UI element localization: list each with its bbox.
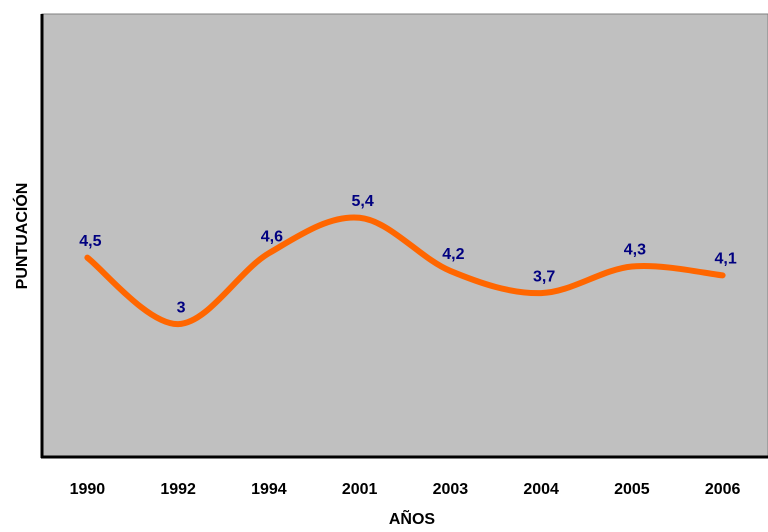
data-label: 4,3 — [624, 242, 646, 259]
x-tick-label: 2006 — [705, 481, 741, 498]
y-axis-title: PUNTUACIÓN — [12, 183, 31, 290]
data-label: 4,5 — [79, 233, 101, 250]
x-tick-label: 2003 — [433, 481, 469, 498]
data-label: 3 — [177, 299, 186, 316]
data-label: 5,4 — [352, 193, 374, 210]
x-tick-label: 1992 — [160, 481, 196, 498]
x-axis-title: AÑOS — [389, 508, 436, 528]
data-label: 4,6 — [261, 228, 283, 245]
x-tick-label: 1994 — [251, 481, 287, 498]
data-label: 3,7 — [533, 268, 555, 285]
x-tick-label: 2004 — [523, 481, 559, 498]
x-tick-label: 2005 — [614, 481, 650, 498]
x-tick-label: 1990 — [70, 481, 106, 498]
data-label: 4,1 — [715, 251, 737, 268]
x-tick-label: 2001 — [342, 481, 378, 498]
line — [84, 214, 726, 328]
plot-area — [41, 13, 768, 458]
data-label: 4,2 — [442, 246, 464, 263]
